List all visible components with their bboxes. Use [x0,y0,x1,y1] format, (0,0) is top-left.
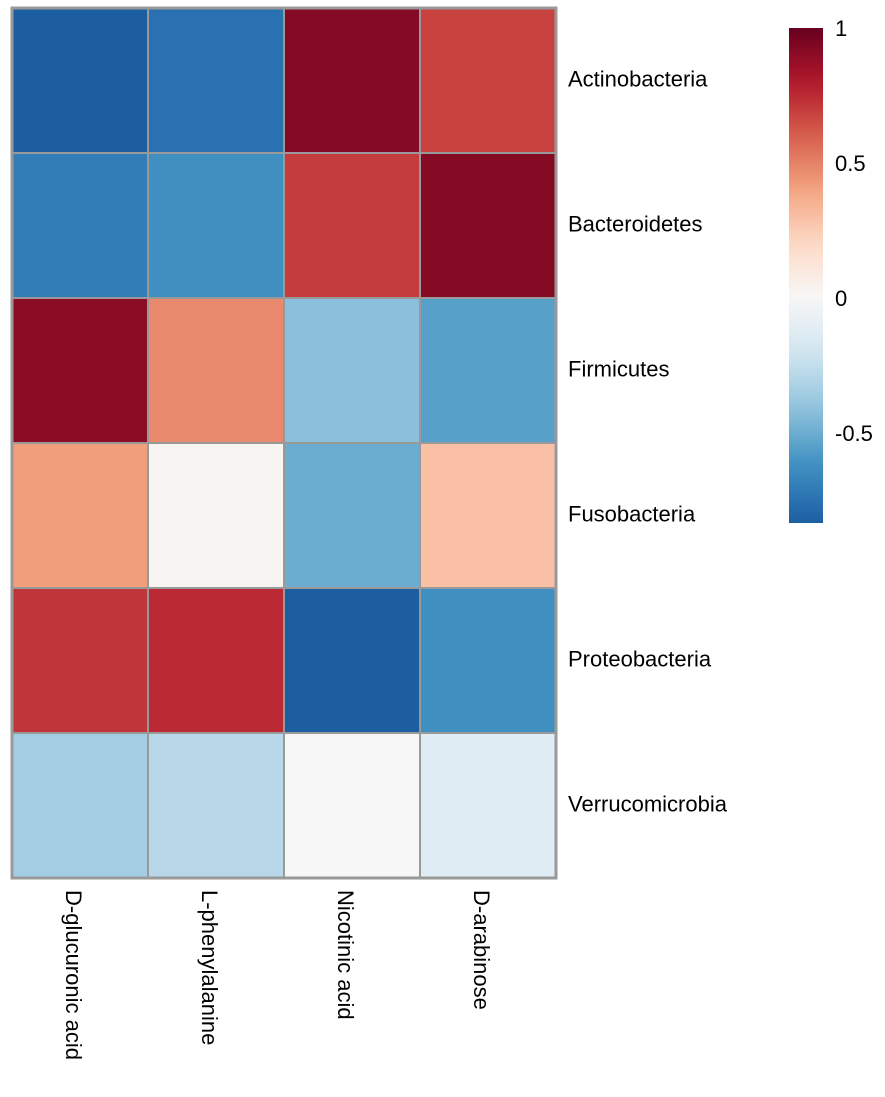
heatmap-cell [419,152,557,299]
colorbar-tick-label: -0.5 [835,421,873,446]
heatmap-cell [147,7,285,154]
heatmap-cell [11,587,149,734]
heatmap-cell [11,7,149,154]
colorbar-tick-label: 0.5 [835,151,866,176]
column-label: Nicotinic acid [333,890,358,1020]
heatmap-cell [419,442,557,589]
heatmap-cell [11,732,149,879]
heatmap-cell [11,152,149,299]
heatmap-cell [283,152,421,299]
row-label: Verrucomicrobia [568,791,728,816]
heatmap-cell [419,587,557,734]
heatmap-cell [147,587,285,734]
column-label: D-glucuronic acid [61,890,86,1060]
heatmap-cell [11,442,149,589]
column-label: L-phenylalanine [197,890,222,1045]
column-labels: D-glucuronic acid L-phenylalanine Nicotini… [61,890,494,1060]
colorbar-tick-label: 1 [835,16,847,41]
colorbar-legend: 1 0.5 0 -0.5 [789,16,873,523]
heatmap-cell [147,297,285,444]
colorbar-tick-label: 0 [835,286,847,311]
heatmap-cell [283,7,421,154]
heatmap-cell [283,442,421,589]
heatmap-border [10,6,558,880]
heatmap-cell [147,152,285,299]
row-label: Fusobacteria [568,501,696,526]
heatmap-cell [147,442,285,589]
heatmap-cell [283,297,421,444]
heatmap-cell [283,587,421,734]
column-label: D-arabinose [469,890,494,1010]
colorbar [789,28,823,523]
heatmap-cell [283,732,421,879]
row-label: Actinobacteria [568,66,708,91]
heatmap-cell [147,732,285,879]
heatmap-cells [10,6,558,880]
heatmap-cell [419,297,557,444]
heatmap-cell [419,732,557,879]
row-label: Firmicutes [568,356,669,381]
heatmap-cell [419,7,557,154]
row-label: Bacteroidetes [568,211,703,236]
row-label: Proteobacteria [568,646,712,671]
heatmap-cell [11,297,149,444]
row-labels: Actinobacteria Bacteroidetes Firmicutes Fus… [568,66,728,816]
